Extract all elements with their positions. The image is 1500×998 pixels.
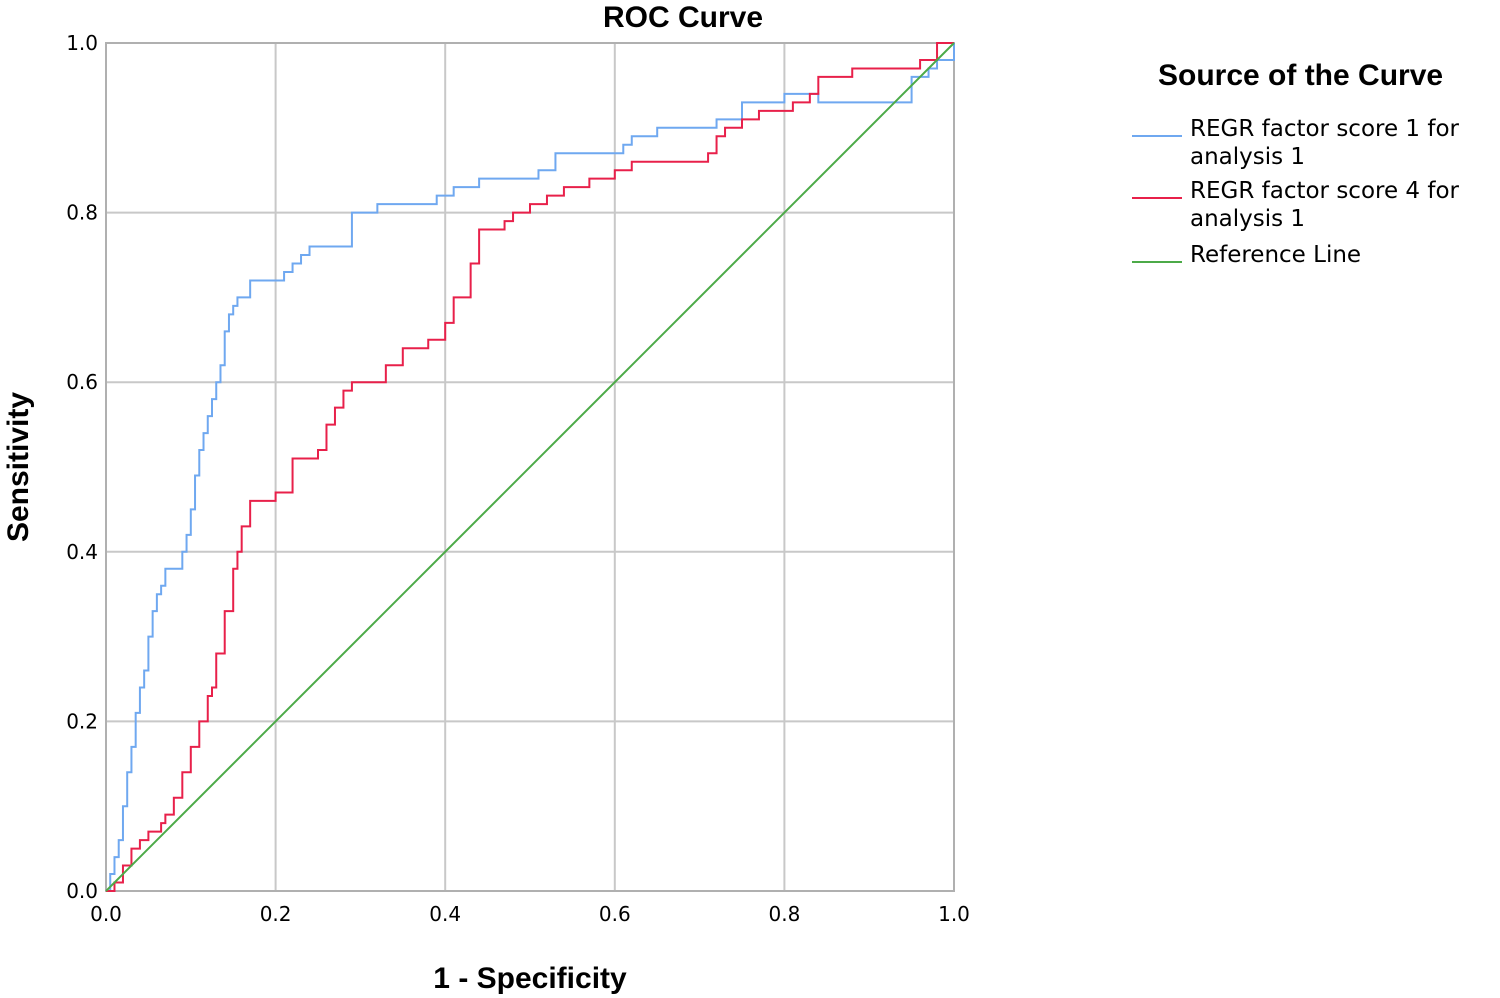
x-tick-label: 0.8 bbox=[768, 902, 800, 926]
series-line-2 bbox=[105, 42, 955, 892]
x-tick-label: 0.2 bbox=[260, 902, 292, 926]
plot-frame bbox=[105, 42, 955, 892]
y-axis-title: Sensitivity bbox=[2, 392, 35, 542]
y-tick-label: 0.2 bbox=[66, 709, 98, 733]
y-tick-label: 1.0 bbox=[66, 31, 98, 55]
y-tick-label: 0.6 bbox=[66, 370, 98, 394]
tick-labels: 0.0 0.2 0.4 0.6 0.8 1.0 0.0 0.2 0.4 0.6 0.8 1.0 bbox=[66, 31, 970, 926]
legend-label: REGR factor score 1 for bbox=[1190, 116, 1460, 142]
legend-label: Reference Line bbox=[1190, 242, 1361, 268]
legend-label: analysis 1 bbox=[1190, 206, 1305, 232]
x-tick-label: 0.0 bbox=[90, 902, 122, 926]
series-line-1 bbox=[106, 42, 954, 892]
x-tick-label: 1.0 bbox=[938, 902, 970, 926]
series-line-0 bbox=[106, 43, 955, 892]
y-tick-label: 0.4 bbox=[66, 540, 98, 564]
x-tick-label: 0.4 bbox=[429, 902, 461, 926]
x-tick-label: 0.6 bbox=[599, 902, 631, 926]
series-lines bbox=[105, 42, 955, 892]
y-tick-label: 0.0 bbox=[66, 879, 98, 903]
legend-label: analysis 1 bbox=[1190, 144, 1305, 170]
legend-title: Source of the Curve bbox=[1158, 59, 1443, 92]
legend-label: REGR factor score 4 for bbox=[1190, 178, 1460, 204]
y-tick-label: 0.8 bbox=[66, 201, 98, 225]
x-axis-title: 1 - Specificity bbox=[433, 962, 627, 995]
chart-title: ROC Curve bbox=[603, 1, 763, 34]
